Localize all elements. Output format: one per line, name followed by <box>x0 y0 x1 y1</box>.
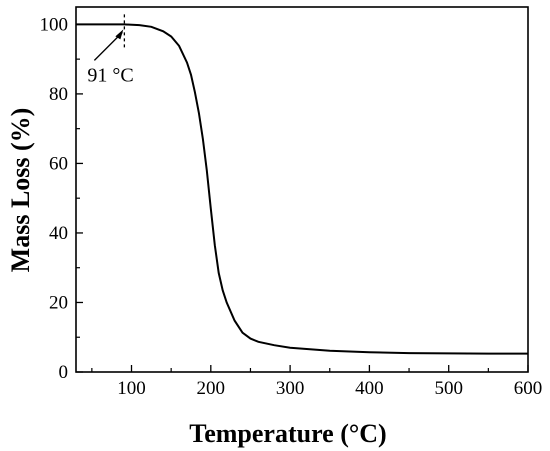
annotation-arrowhead <box>115 29 124 40</box>
y-tick-label: 100 <box>40 14 69 35</box>
x-tick-label: 600 <box>514 378 543 399</box>
series-line-mass-loss <box>76 23 528 355</box>
y-tick-label: 60 <box>49 153 68 174</box>
plot-frame <box>75 6 529 373</box>
x-tick-label: 200 <box>197 378 226 399</box>
x-tick-label: 300 <box>276 378 305 399</box>
y-tick-label: 0 <box>59 362 69 383</box>
y-axis-title: Mass Loss (%) <box>6 108 35 273</box>
y-tick-label: 40 <box>49 223 68 244</box>
x-tick-label: 400 <box>355 378 384 399</box>
y-tick-label: 20 <box>49 292 68 313</box>
annotation-label-91c: 91 °C <box>87 64 133 86</box>
axis-tick-labels: 100 200 300 400 500 600 0 20 40 60 80 100 <box>40 14 543 399</box>
y-tick-label: 80 <box>49 84 68 105</box>
x-tick-label: 100 <box>117 378 146 399</box>
x-axis-title: Temperature (°C) <box>189 419 386 448</box>
x-tick-label: 500 <box>434 378 463 399</box>
axis-ticks <box>76 23 529 373</box>
